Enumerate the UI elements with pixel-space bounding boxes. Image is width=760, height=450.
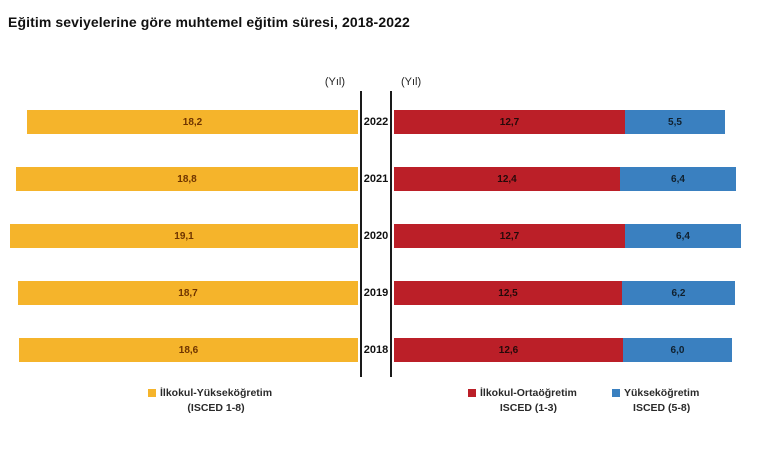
primary-secondary-bar-value-label: 12,7 [499, 230, 520, 242]
primary-secondary-bar: 12,5 [394, 281, 622, 305]
year-label: 2019 [363, 287, 389, 299]
legend-label-primary-secondary-line2: ISCED (1-3) [499, 402, 558, 415]
tertiary-bar: 6,4 [620, 167, 736, 191]
legend-label-tertiary-line1: Yükseköğretim [624, 387, 700, 399]
primary-secondary-bar: 12,4 [394, 167, 620, 191]
legend-swatch-red [468, 389, 476, 397]
right-axis-unit-label: (Yıl) [401, 76, 422, 88]
legend-label-total-line1: İlkokul-Yükseköğretim [160, 387, 273, 399]
total-bar-value-label: 18,2 [182, 116, 203, 128]
primary-secondary-bar-value-label: 12,7 [499, 116, 520, 128]
primary-secondary-bar: 12,7 [394, 110, 625, 134]
total-bar-value-label: 19,1 [174, 230, 194, 242]
tertiary-bar-value-label: 6,4 [676, 230, 690, 242]
tertiary-bar: 6,2 [622, 281, 735, 305]
total-bar: 18,8 [16, 167, 358, 191]
tertiary-bar: 6,0 [623, 338, 732, 362]
legend-label-primary-secondary: İlkokul-Ortaöğretim ISCED (1-3) [480, 386, 577, 416]
total-bar: 18,6 [19, 338, 358, 362]
primary-secondary-bar: 12,7 [394, 224, 625, 248]
tertiary-bar-value-label: 6,0 [670, 344, 685, 356]
legend-item-primary-secondary: İlkokul-Ortaöğretim ISCED (1-3) [468, 386, 577, 416]
legend-item-total: İlkokul-Yükseköğretim (ISCED 1-8) [148, 386, 272, 416]
legend-label-primary-secondary-line1: İlkokul-Ortaöğretim [480, 387, 577, 399]
total-bar-value-label: 18,8 [177, 173, 197, 185]
legend-swatch-yellow [148, 389, 156, 397]
legend-label-total: İlkokul-Yükseköğretim (ISCED 1-8) [160, 386, 272, 416]
total-bar: 18,2 [27, 110, 358, 134]
total-bar: 19,1 [10, 224, 358, 248]
chart-title: Eğitim seviyelerine göre muhtemel eğitim… [8, 14, 410, 30]
primary-secondary-bar-value-label: 12,4 [497, 173, 517, 185]
year-label: 2020 [363, 230, 389, 242]
legend-item-tertiary: Yükseköğretim ISCED (5-8) [612, 386, 699, 416]
primary-secondary-bar-value-label: 12,5 [498, 287, 518, 299]
legend-swatch-blue [612, 389, 620, 397]
legend-label-tertiary-line2: ISCED (5-8) [633, 402, 691, 415]
year-label: 2022 [363, 116, 389, 128]
year-label: 2018 [363, 344, 389, 356]
total-bar: 18,7 [18, 281, 358, 305]
tertiary-bar: 5,5 [625, 110, 725, 134]
tertiary-bar-value-label: 6,2 [671, 287, 686, 299]
total-bar-value-label: 18,6 [178, 344, 199, 356]
total-bar-value-label: 18,7 [178, 287, 198, 299]
left-axis-unit-label: (Yıl) [324, 76, 345, 88]
legend-label-total-line2: (ISCED 1-8) [187, 402, 245, 415]
right-axis-line [390, 91, 392, 377]
primary-secondary-bar-value-label: 12,6 [498, 344, 519, 356]
left-axis-line [360, 91, 362, 377]
tertiary-bar: 6,4 [625, 224, 741, 248]
tertiary-bar-value-label: 6,4 [671, 173, 685, 185]
primary-secondary-bar: 12,6 [394, 338, 623, 362]
legend-label-tertiary: Yükseköğretim ISCED (5-8) [624, 386, 699, 416]
year-label: 2021 [363, 173, 389, 185]
tertiary-bar-value-label: 5,5 [668, 116, 682, 128]
